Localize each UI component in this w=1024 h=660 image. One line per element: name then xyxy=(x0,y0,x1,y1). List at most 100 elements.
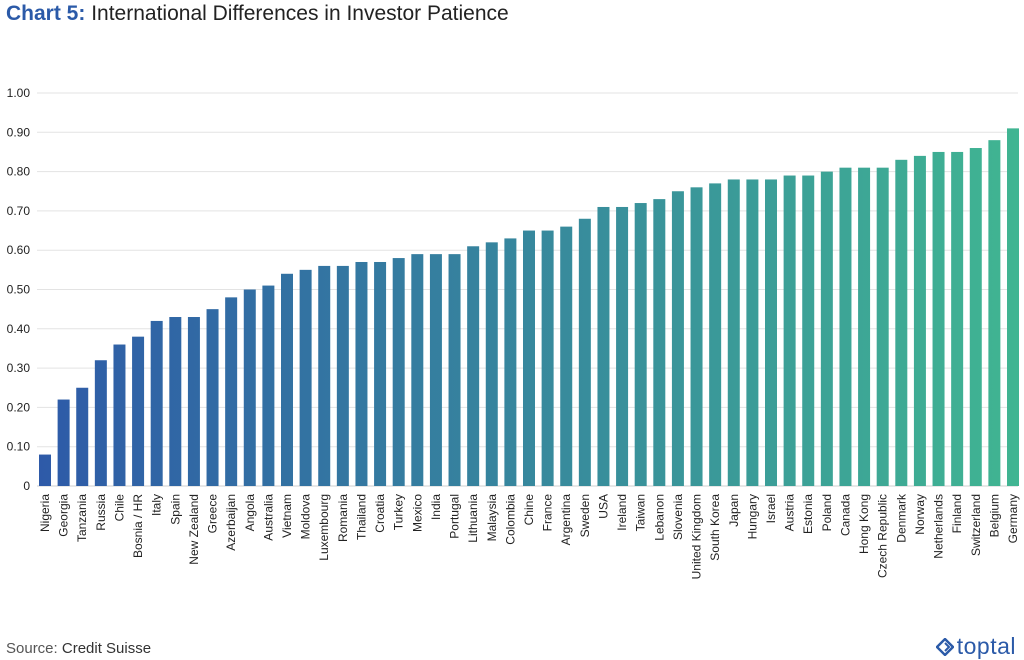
bar xyxy=(913,155,926,486)
bar xyxy=(355,261,368,486)
bar xyxy=(187,317,200,486)
source-label: Source: xyxy=(6,640,58,657)
bar xyxy=(597,206,610,486)
source-value: Credit Suisse xyxy=(61,640,152,657)
bar xyxy=(39,454,51,486)
x-tick-label: Portugal xyxy=(448,494,462,539)
x-tick-label: Azerbaijan xyxy=(224,494,238,551)
bars xyxy=(39,128,1019,487)
x-tick-label: Belgium xyxy=(987,494,1001,537)
x-tick-label: Slovenia xyxy=(671,494,685,540)
chart-title-prefix: Chart 5: xyxy=(6,2,86,25)
x-tick-label: Croatia xyxy=(373,494,387,533)
x-tick-label: Greece xyxy=(206,494,220,534)
x-tick-label: Poland xyxy=(820,494,834,531)
bar xyxy=(411,254,424,486)
bar xyxy=(895,159,908,486)
x-tick-label: Norway xyxy=(913,494,927,535)
y-tick-label: 0.80 xyxy=(7,165,31,179)
bar xyxy=(858,167,871,487)
y-tick-label: 0.90 xyxy=(7,125,31,139)
bar xyxy=(709,183,722,486)
y-tick-label: 0.30 xyxy=(7,361,31,375)
x-tick-label: Chine xyxy=(522,494,536,526)
bar xyxy=(1007,128,1019,486)
x-tick-label: South Korea xyxy=(708,494,722,561)
bar xyxy=(132,336,145,486)
x-axis-tick-labels: Nigeria Georgia Tanzania Russia Chile Bosnia … xyxy=(38,493,1020,579)
x-tick-label: Argentina xyxy=(559,494,573,546)
bar xyxy=(988,140,1001,486)
bar xyxy=(392,258,405,486)
bar xyxy=(765,179,777,486)
x-tick-label: Israel xyxy=(764,494,778,523)
bar xyxy=(281,273,293,486)
bar xyxy=(225,297,238,486)
x-tick-label: Sweden xyxy=(578,494,592,537)
bar xyxy=(951,151,964,486)
bar xyxy=(820,171,833,486)
bar xyxy=(243,289,256,486)
bar xyxy=(94,360,107,486)
x-tick-label: Mexico xyxy=(410,494,424,532)
bar xyxy=(616,206,629,486)
x-tick-label: Estonia xyxy=(801,494,815,534)
x-tick-label: Turkey xyxy=(392,494,406,530)
x-tick-label: New Zealand xyxy=(187,494,201,565)
x-tick-label: Spain xyxy=(168,494,182,525)
y-tick-label: 1.00 xyxy=(7,86,31,100)
x-tick-label: Tanzania xyxy=(75,494,89,542)
y-tick-label: 0.20 xyxy=(7,400,31,414)
bar xyxy=(578,218,591,486)
x-tick-label: Hungary xyxy=(745,494,759,539)
x-tick-label: Colombia xyxy=(503,494,517,545)
x-tick-label: Moldova xyxy=(299,494,313,540)
x-tick-label: Angola xyxy=(243,494,257,532)
x-tick-label: USA xyxy=(596,494,610,519)
x-tick-label: Vietnam xyxy=(280,494,294,538)
bar xyxy=(299,269,312,486)
bar xyxy=(746,179,759,486)
x-tick-label: Australia xyxy=(261,494,275,541)
bar xyxy=(113,344,126,486)
gridlines xyxy=(37,92,1018,487)
bar xyxy=(467,246,480,486)
bar xyxy=(653,199,666,487)
bar xyxy=(374,261,387,486)
bar-chart: 0 0.10 0.20 0.30 0.40 0.50 0.60 0.70 0.80 0.90 1.0… xyxy=(7,86,1020,579)
bar xyxy=(206,309,219,486)
bar xyxy=(634,203,647,487)
bar xyxy=(169,317,182,486)
x-tick-label: Taiwan xyxy=(634,494,648,531)
x-tick-label: Italy xyxy=(150,494,164,516)
x-tick-label: Nigeria xyxy=(38,494,52,532)
x-tick-label: Russia xyxy=(94,494,108,531)
x-tick-label: Lebanon xyxy=(652,494,666,541)
chart-title: Chart 5: International Differences in In… xyxy=(6,2,509,26)
y-tick-label: 0 xyxy=(23,479,30,493)
y-tick-label: 0.40 xyxy=(7,322,31,336)
toptal-logo: toptal xyxy=(935,633,1016,660)
bar xyxy=(318,265,331,486)
x-tick-label: Romania xyxy=(336,494,350,542)
bar xyxy=(783,175,796,486)
bar xyxy=(76,387,89,486)
toptal-logo-text: toptal xyxy=(956,633,1016,659)
bar xyxy=(839,167,852,487)
x-tick-label: Switzerland xyxy=(969,494,983,556)
x-tick-label: Germany xyxy=(1006,494,1020,543)
bar xyxy=(876,167,889,487)
x-tick-label: Thailand xyxy=(354,494,368,540)
bar xyxy=(523,230,535,486)
bar xyxy=(150,320,163,486)
y-axis-tick-labels: 0 0.10 0.20 0.30 0.40 0.50 0.60 0.70 0.80 0.90 1.0… xyxy=(7,86,31,493)
bar xyxy=(57,399,70,486)
x-tick-label: Czech Republic xyxy=(876,494,890,578)
bar xyxy=(969,148,982,486)
chart-title-text: International Differences in Investor Pa… xyxy=(91,2,509,25)
x-tick-label: Canada xyxy=(838,494,852,536)
bar xyxy=(727,179,740,486)
y-tick-label: 0.10 xyxy=(7,440,31,454)
source-note: Source: Credit Suisse xyxy=(6,640,151,657)
y-tick-label: 0.70 xyxy=(7,204,31,218)
